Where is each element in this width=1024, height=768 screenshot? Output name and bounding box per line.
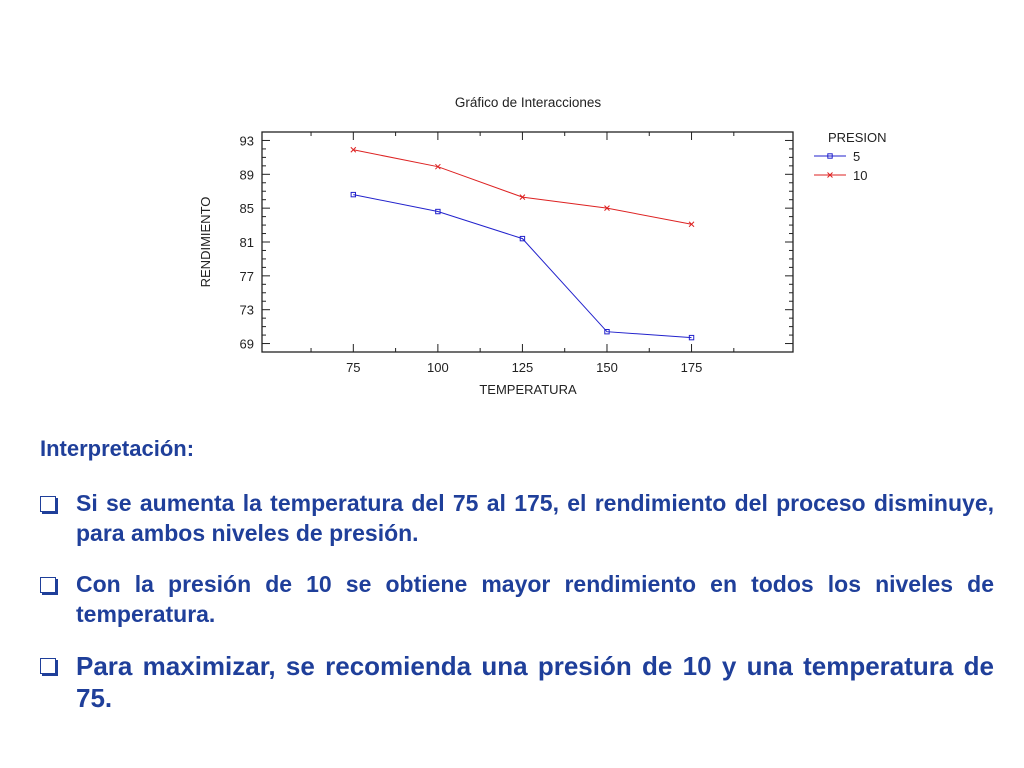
y-tick-label: 73 bbox=[240, 303, 254, 318]
x-tick-label: 175 bbox=[681, 360, 703, 375]
series-10-point bbox=[827, 172, 833, 178]
checkbox-bullet-icon bbox=[40, 577, 56, 593]
bullet-item-2: Con la presión de 10 se obtiene mayor re… bbox=[40, 569, 994, 629]
legend-label-5: 5 bbox=[853, 149, 860, 164]
bullet-text-2: Con la presión de 10 se obtiene mayor re… bbox=[76, 571, 994, 627]
y-tick-label: 89 bbox=[240, 167, 254, 182]
y-tick-label: 81 bbox=[240, 235, 254, 250]
x-tick-label: 150 bbox=[596, 360, 618, 375]
series-10-point bbox=[350, 146, 357, 153]
series-10-point bbox=[435, 163, 441, 170]
series-5-point bbox=[604, 328, 610, 335]
x-tick-label: 100 bbox=[427, 360, 449, 375]
checkbox-bullet-icon bbox=[40, 658, 56, 674]
x-tick-label: 125 bbox=[512, 360, 534, 375]
x-marker-stroke bbox=[519, 194, 526, 201]
y-tick-label: 69 bbox=[240, 337, 254, 352]
legend: PRESION 5 10 bbox=[814, 130, 887, 183]
interpretation-list: Si se aumenta la temperatura del 75 al 1… bbox=[40, 488, 994, 735]
series-10-line bbox=[353, 149, 692, 225]
x-axis-label: TEMPERATURA bbox=[479, 382, 577, 397]
series-10-point bbox=[688, 221, 695, 228]
y-axis-label: RENDIMIENTO bbox=[198, 197, 213, 288]
series-5-point bbox=[688, 334, 695, 341]
bullet-text-3: Para maximizar, se recomienda una presió… bbox=[76, 651, 994, 713]
series-5-point bbox=[827, 153, 833, 159]
checkbox-bullet-icon bbox=[40, 496, 56, 512]
legend-label-10: 10 bbox=[853, 168, 867, 183]
y-tick-label: 93 bbox=[240, 133, 254, 148]
series-5-point bbox=[350, 191, 357, 198]
x-marker-stroke bbox=[435, 163, 441, 170]
plot-frame bbox=[261, 131, 794, 353]
series-5-point bbox=[435, 208, 441, 215]
x-marker-stroke bbox=[688, 221, 695, 228]
series-5-point bbox=[519, 235, 526, 242]
y-tick-label: 77 bbox=[240, 269, 254, 284]
y-tick-labels: 69 73 77 81 85 89 93 bbox=[240, 133, 254, 351]
bullet-text-1: Si se aumenta la temperatura del 75 al 1… bbox=[76, 490, 994, 546]
interpretation-heading: Interpretación: bbox=[40, 436, 195, 461]
series-10-point bbox=[604, 205, 610, 212]
x-marker-stroke bbox=[827, 172, 833, 178]
bullet-item-1: Si se aumenta la temperatura del 75 al 1… bbox=[40, 488, 994, 548]
series-10-point bbox=[519, 194, 526, 201]
x-tick-label: 75 bbox=[346, 360, 360, 375]
axis-ticks bbox=[262, 131, 793, 353]
x-tick-labels: 75 100 125 150 175 bbox=[346, 360, 702, 375]
y-tick-label: 85 bbox=[240, 201, 254, 216]
chart-title: Gráfico de Interacciones bbox=[455, 95, 602, 110]
x-marker-stroke bbox=[350, 146, 357, 153]
legend-title: PRESION bbox=[828, 130, 887, 145]
interaction-chart: Gráfico de Interacciones 69737781858993 … bbox=[198, 95, 887, 397]
x-marker-stroke bbox=[604, 205, 610, 212]
series-layer bbox=[350, 146, 695, 341]
series-5-line bbox=[353, 194, 692, 339]
bullet-item-3: Para maximizar, se recomienda una presió… bbox=[40, 650, 994, 714]
